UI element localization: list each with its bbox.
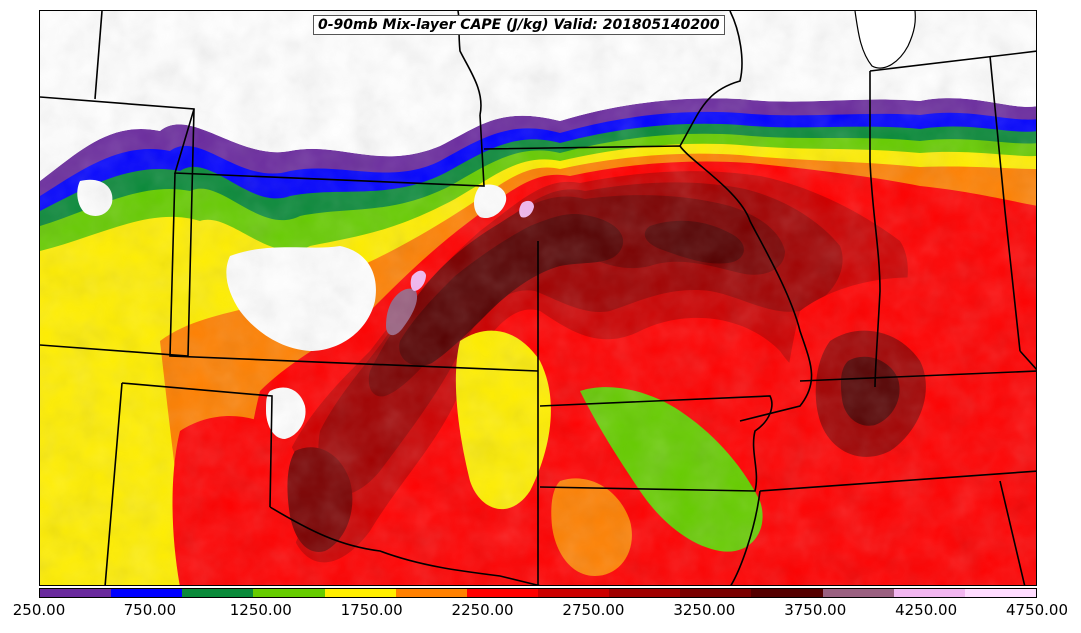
- colorbar-segment: [822, 589, 894, 597]
- boundary-19: [999, 480, 1026, 585]
- colorbar-segment: [395, 589, 467, 597]
- colorbar-segment: [466, 589, 538, 597]
- colorbar-tick-label: 2750.00: [562, 601, 625, 619]
- boundary-4: [94, 11, 103, 100]
- colorbar-tick-label: 750.00: [123, 601, 177, 619]
- boundary-9: [539, 395, 773, 492]
- colorbar-segment: [893, 589, 965, 597]
- lake-michigan: [854, 11, 916, 69]
- colorbar-segment: [253, 589, 325, 597]
- colorbar-segment: [324, 589, 396, 597]
- state-boundaries: [40, 11, 1036, 585]
- map-panel: [39, 10, 1037, 586]
- colorbar-segment: [751, 589, 823, 597]
- colorbar-tick-label: 4750.00: [1005, 601, 1069, 619]
- colorbar: [39, 588, 1037, 598]
- boundary-16: [679, 11, 743, 147]
- boundary-5: [104, 382, 123, 585]
- colorbar-tick-label: 4250.00: [895, 601, 958, 619]
- colorbar-tick-label: 3750.00: [784, 601, 847, 619]
- colorbar-tick-label: 1250.00: [229, 601, 292, 619]
- colorbar-tick-label: 2250.00: [451, 601, 514, 619]
- boundary-10: [269, 506, 541, 585]
- colorbar-ticks: 250.00 750.00 1250.00 1750.00 2250.00 2750.00…: [0, 600, 1081, 624]
- boundary-1: [40, 96, 195, 357]
- boundary-14: [989, 55, 1021, 352]
- boundary-12: [869, 71, 881, 388]
- boundary-3: [169, 172, 539, 372]
- colorbar-tick-label: 250.00: [12, 601, 66, 619]
- boundary-18: [1019, 350, 1036, 370]
- colorbar-segment: [182, 589, 254, 597]
- boundary-7: [483, 145, 813, 422]
- boundary-15: [869, 50, 1036, 72]
- boundary-13: [799, 370, 1036, 382]
- colorbar-segment: [609, 589, 681, 597]
- colorbar-segment: [111, 589, 183, 597]
- colorbar-segment: [40, 589, 112, 597]
- colorbar-segment: [680, 589, 752, 597]
- colorbar-tick-label: 1750.00: [340, 601, 403, 619]
- colorbar-tick-label: 3250.00: [673, 601, 736, 619]
- colorbar-segment: [964, 589, 1036, 597]
- cape-contour-map: [40, 11, 1036, 585]
- colorbar-segment: [537, 589, 610, 597]
- boundary-2: [173, 108, 485, 187]
- boundary-6: [121, 382, 273, 508]
- boundary-20: [730, 490, 761, 585]
- boundary-11: [759, 470, 1036, 492]
- map-title: 0-90mb Mix-layer CAPE (J/kg) Valid: 2018…: [313, 15, 725, 35]
